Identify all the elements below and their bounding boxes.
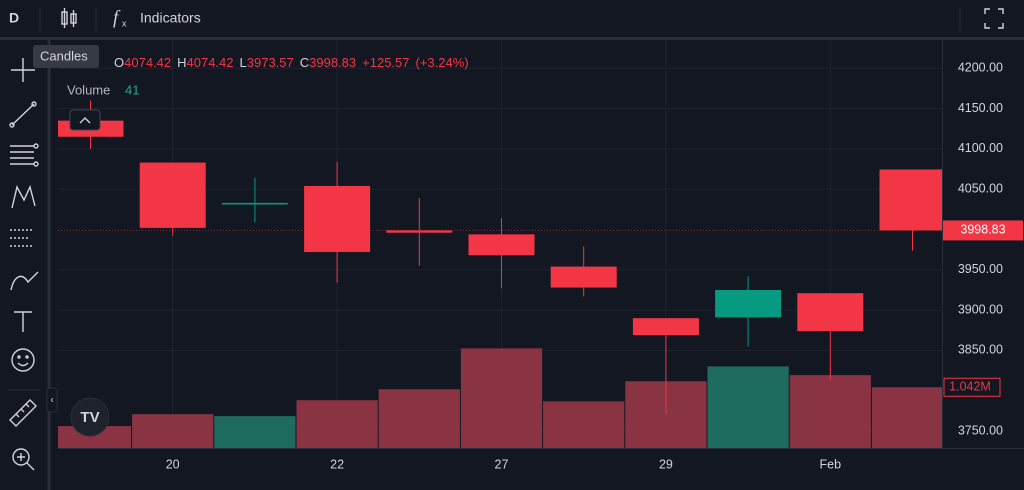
candle-body <box>797 293 864 332</box>
tooltip-text: Candles <box>40 48 88 63</box>
legend-item: 3998.83 <box>309 55 356 70</box>
legend-item: H <box>177 55 186 70</box>
candle-body <box>632 318 699 336</box>
last-volume-tag <box>943 377 1001 397</box>
legend-item: O <box>114 55 124 70</box>
volume-bar <box>460 348 543 448</box>
tradingview-logo-text: TV <box>80 409 99 426</box>
ohlc-legend: O4074.42 H4074.42 L3973.57 C3998.83 +125.57(… <box>114 55 469 70</box>
pattern-tool[interactable] <box>11 184 36 209</box>
x-tick-label: 29 <box>659 457 673 471</box>
legend: O4074.42 H4074.42 L3973.57 C3998.83 +125.57(… <box>67 55 469 97</box>
x-tick-label: 27 <box>495 457 509 471</box>
legend-item: L <box>240 55 247 70</box>
candle-body <box>715 289 782 318</box>
tooltip <box>33 45 99 68</box>
volume-bar <box>214 416 296 448</box>
x-tick-label: 20 <box>166 457 180 471</box>
zoom-tool[interactable] <box>12 448 35 471</box>
fullscreen-button[interactable] <box>984 8 1004 29</box>
candle-body <box>139 162 206 228</box>
emoji-tool[interactable] <box>11 348 35 372</box>
indicators-icon[interactable]: f <box>113 7 121 28</box>
legend-item: 4074.42 <box>124 55 171 70</box>
candle-body <box>468 234 535 256</box>
volume-bar <box>707 366 789 448</box>
trend-line-tool[interactable] <box>9 101 37 128</box>
y-tick-label: 4050.00 <box>958 181 1003 195</box>
tradingview-logo[interactable] <box>70 397 110 437</box>
volume-legend-value: 41 <box>125 82 139 97</box>
collapse-toolbar-button[interactable] <box>46 387 58 413</box>
y-tick-label: 4200.00 <box>958 61 1003 75</box>
plot <box>58 100 942 448</box>
legend-item: 4074.42 <box>187 55 234 70</box>
volume-bar <box>543 401 625 448</box>
legend-item: C <box>300 55 309 70</box>
collapse-legend-button[interactable] <box>69 109 101 131</box>
crosshair-tool[interactable] <box>11 58 35 82</box>
ruler-tool[interactable] <box>9 399 37 427</box>
interval-button[interactable]: D <box>9 10 19 26</box>
legend-item: +125.57 <box>362 55 409 70</box>
candle-body <box>550 266 617 288</box>
last-volume-label: 1.042M <box>949 380 991 394</box>
last-price-tag <box>943 220 1023 241</box>
collapse-legend-arrow <box>79 117 91 124</box>
candle-body <box>221 202 288 205</box>
left-toolbar <box>0 40 48 490</box>
brush-tool[interactable] <box>10 271 39 291</box>
legend-item: 3973.57 <box>247 55 294 70</box>
x-tick-label: 22 <box>330 457 344 471</box>
volume-bar <box>378 389 460 448</box>
y-tick-label: 3900.00 <box>958 302 1003 316</box>
candle-body <box>879 169 942 231</box>
legend-item: (+3.24%) <box>416 55 469 70</box>
y-tick-label: 4150.00 <box>958 101 1003 115</box>
candle-body <box>304 185 371 253</box>
volume-bar <box>132 414 214 448</box>
collapse-arrow: ‹ <box>50 395 53 406</box>
prediction-tool[interactable] <box>10 229 34 247</box>
fib-tool[interactable] <box>10 143 39 167</box>
text-tool[interactable] <box>14 311 32 332</box>
volume-bar <box>296 400 378 448</box>
top-bar <box>0 0 1024 38</box>
last-price-label: 3998.83 <box>960 223 1005 237</box>
y-tick-label: 4100.00 <box>958 141 1003 155</box>
volume-legend-name: Volume <box>67 82 110 97</box>
y-tick-label: 3850.00 <box>958 343 1003 357</box>
candle-body <box>386 230 453 233</box>
y-tick-label: 3950.00 <box>958 262 1003 276</box>
chart-type-button[interactable] <box>61 8 77 28</box>
indicators-icon-sub: x <box>122 18 127 28</box>
indicators-button[interactable]: Indicators <box>140 10 201 26</box>
volume-bar <box>58 426 132 448</box>
x-tick-label: Feb <box>820 457 842 471</box>
volume-bar <box>871 387 942 448</box>
chart: 3750.00 3850.00 3900.00 3950.00 4050.00 4100.… <box>58 40 1024 471</box>
y-tick-label: 3750.00 <box>958 423 1003 437</box>
volume-bar <box>789 375 871 448</box>
